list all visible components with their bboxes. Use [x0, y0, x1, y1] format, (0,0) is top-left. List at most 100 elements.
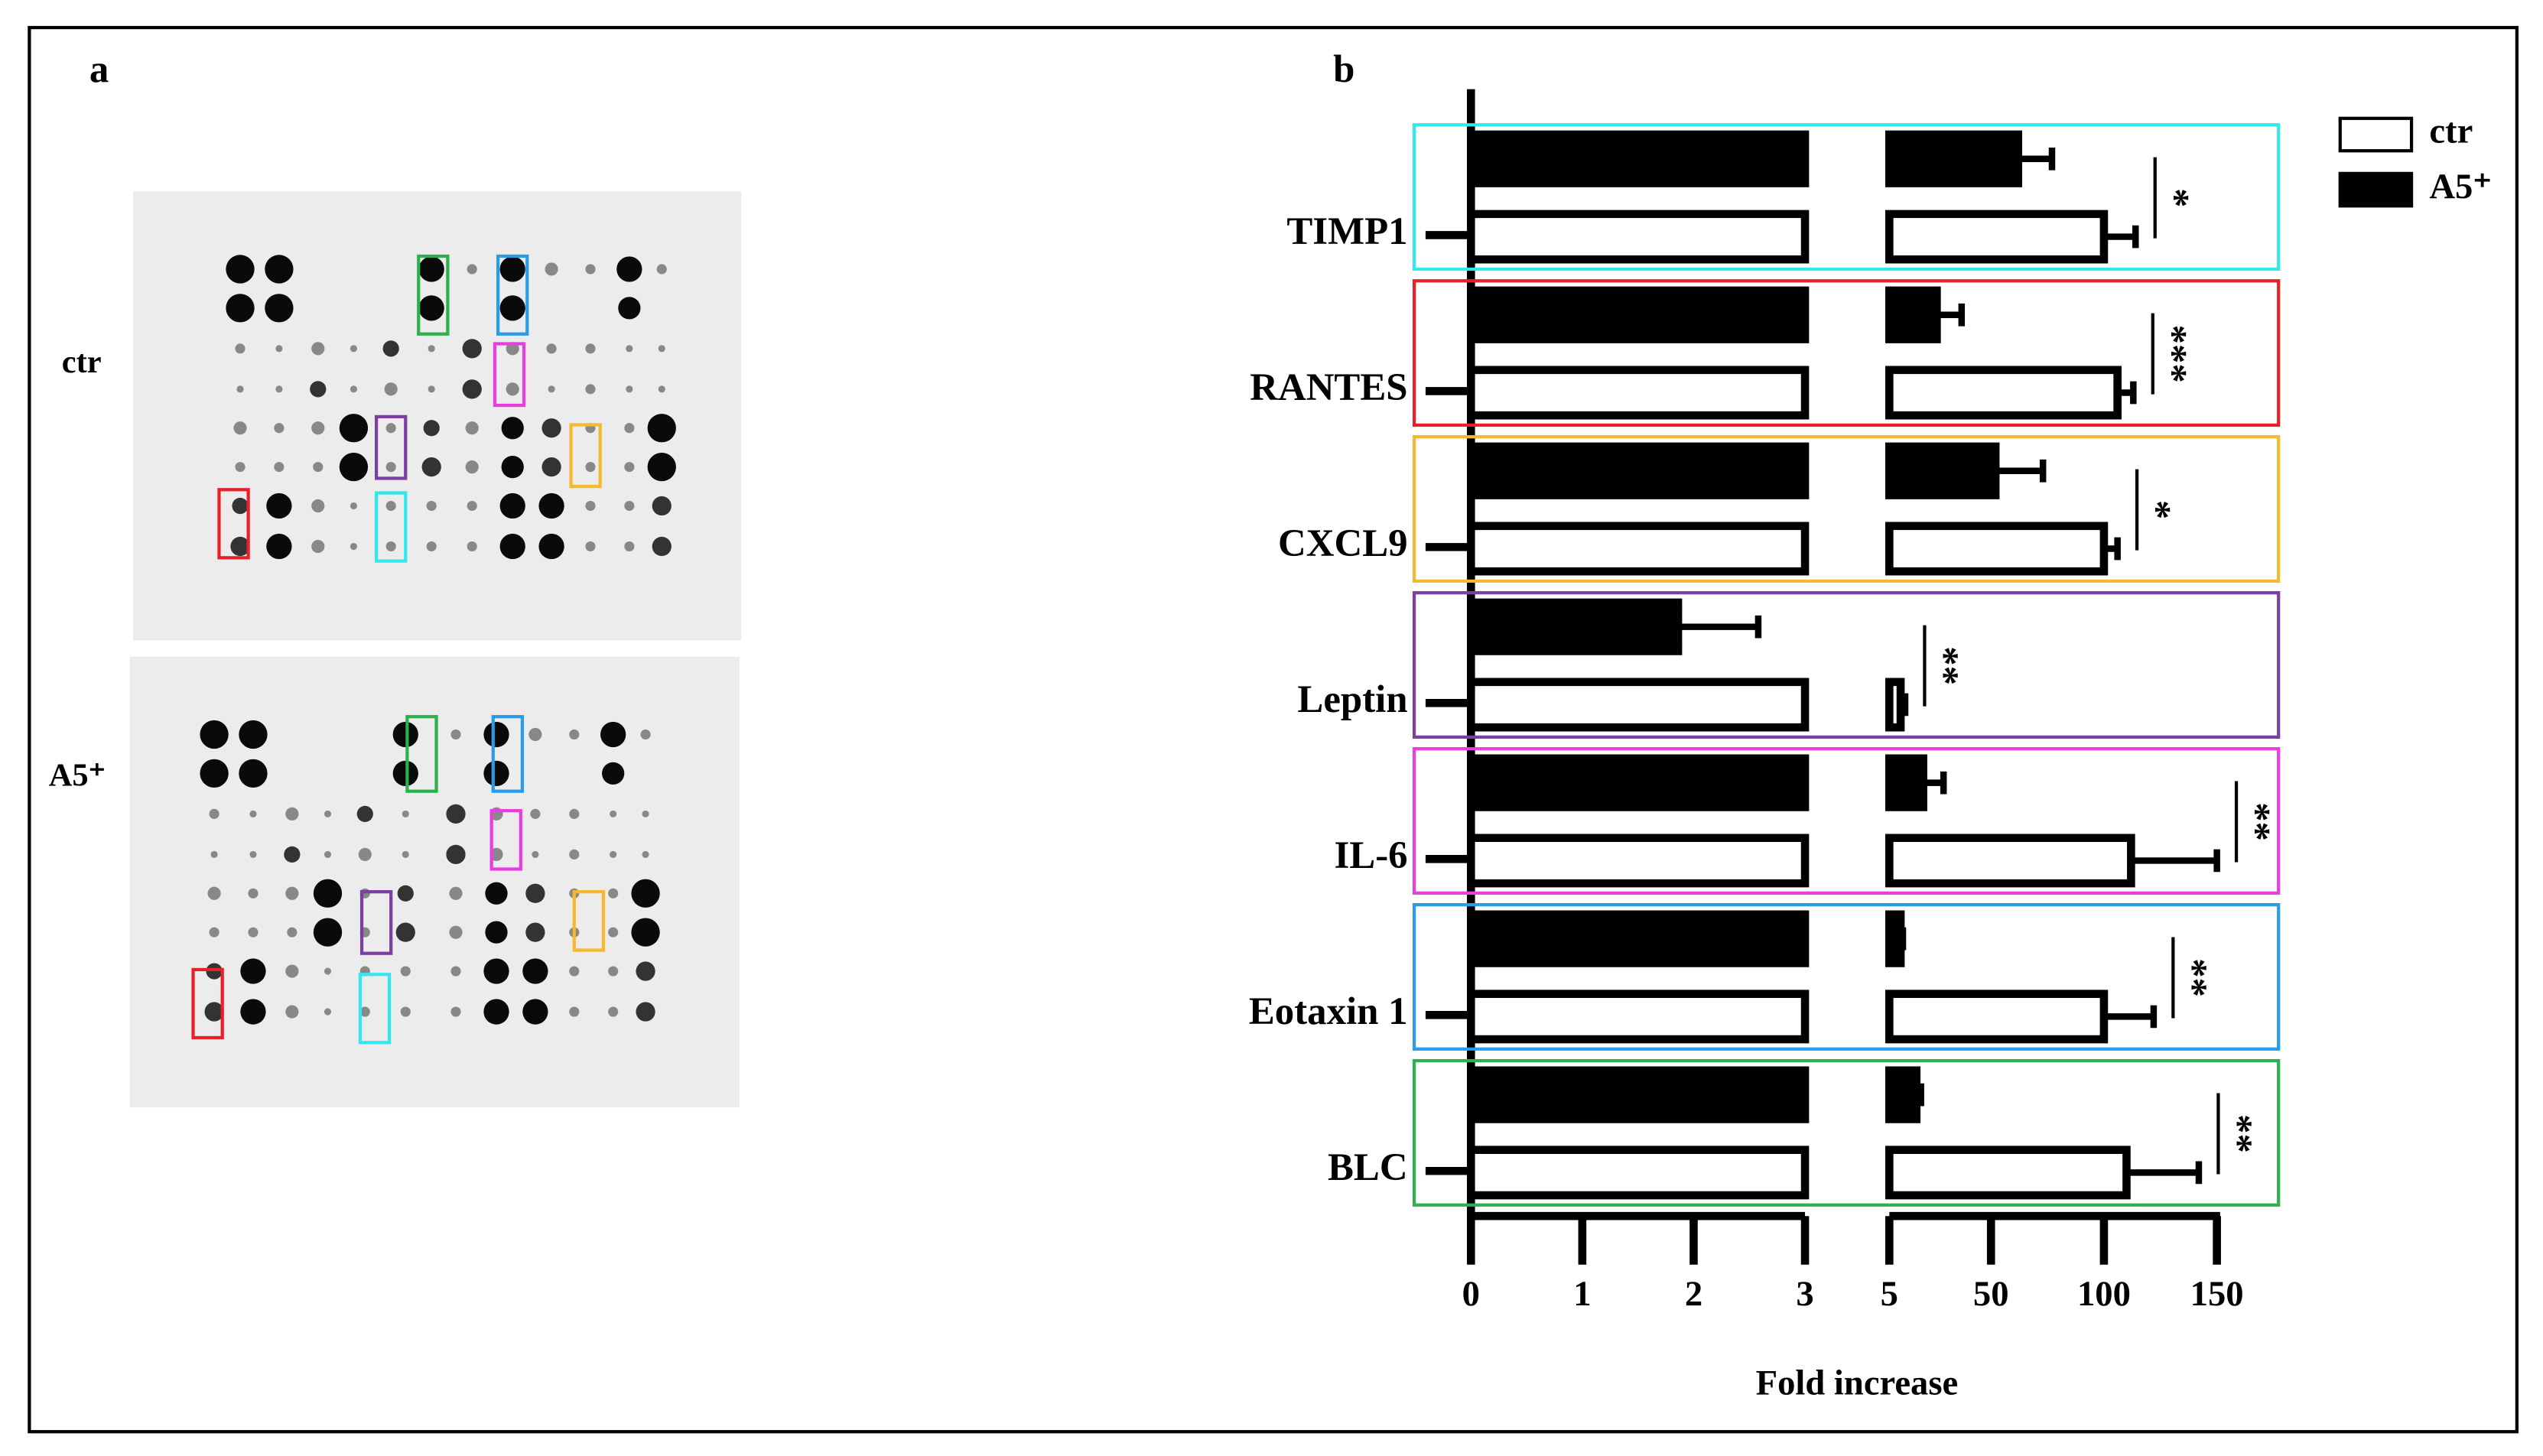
error-bar [1995, 459, 2047, 483]
bar [1466, 522, 2109, 576]
x-tick-label: 50 [1973, 1274, 2009, 1314]
spot [642, 810, 649, 817]
bar [1466, 442, 2000, 499]
bar [1466, 286, 1941, 343]
category-box [1412, 435, 2281, 583]
spot [652, 536, 672, 557]
spot [235, 462, 246, 473]
spot [499, 295, 525, 321]
spot [395, 922, 415, 942]
y-tick-label: Eotaxin 1 [1249, 990, 1408, 1033]
spot [350, 502, 357, 510]
legend-swatch [2338, 171, 2414, 208]
x-axis-label: Fold increase [1756, 1363, 1959, 1403]
spot [610, 810, 617, 817]
spot [311, 499, 325, 513]
x-tick-label: 1 [1573, 1274, 1591, 1314]
category-box [1412, 1058, 2281, 1207]
spot [569, 729, 580, 740]
spot [525, 883, 545, 903]
spot [200, 720, 229, 749]
spot [624, 541, 635, 552]
error-bar [1899, 927, 1907, 951]
significance: * [2153, 188, 2196, 207]
y-tick-label: CXCL9 [1278, 522, 1408, 565]
significance: * [2135, 500, 2178, 519]
spot [483, 958, 509, 984]
spot [226, 294, 255, 323]
error-bar [1678, 615, 1762, 639]
spot [585, 343, 596, 354]
spot [656, 264, 667, 275]
spot [608, 1006, 619, 1017]
error-bar [2131, 849, 2220, 873]
spot [421, 457, 441, 477]
x-tick-label: 3 [1796, 1274, 1813, 1314]
category-box [1412, 591, 2281, 739]
spot [522, 999, 548, 1025]
spot [545, 262, 558, 276]
spot [626, 385, 633, 393]
spot [285, 886, 299, 900]
spot [626, 345, 633, 353]
spot [324, 810, 332, 817]
spot [428, 345, 435, 353]
bar [1466, 678, 1905, 732]
spot [450, 729, 461, 740]
spot [647, 414, 676, 443]
spot [324, 967, 332, 975]
legend-swatch [2338, 116, 2414, 153]
spot [274, 423, 285, 434]
error-bar [1923, 771, 1947, 795]
spot [266, 533, 292, 560]
spot [310, 381, 327, 398]
spot [467, 500, 477, 512]
category-box [1412, 279, 2281, 427]
frame [28, 25, 2519, 1434]
spot [467, 541, 477, 552]
spot [233, 421, 247, 435]
row-label: A5⁺ [49, 757, 106, 793]
spot [350, 345, 357, 353]
spot [385, 423, 396, 434]
spot [618, 297, 641, 320]
spot [285, 807, 299, 821]
spot [465, 460, 479, 474]
spot [624, 500, 635, 512]
spot [207, 886, 221, 900]
error-bar [2103, 225, 2139, 249]
x-tick-label: 0 [1462, 1274, 1480, 1314]
spot [506, 382, 519, 396]
spot [483, 999, 509, 1025]
spot [449, 886, 463, 900]
spot [313, 462, 324, 473]
spot [248, 888, 259, 899]
bar [1466, 598, 1683, 655]
spot [210, 850, 218, 858]
blot-boxes [191, 254, 606, 1045]
spot [585, 500, 596, 512]
spot [249, 810, 257, 817]
x-tick-label: 100 [2077, 1274, 2131, 1314]
spot [608, 927, 619, 938]
spot [265, 294, 294, 323]
bar [1466, 990, 2109, 1044]
plot: 0 1 2 3 5 50 100 150 TIMP1 * RANTES *** CXCL9 * Leptin… [1249, 89, 2492, 1314]
spot [541, 418, 561, 438]
spot [652, 496, 672, 516]
spot [285, 964, 299, 978]
spot [311, 342, 325, 356]
spot [287, 927, 298, 938]
spot [275, 345, 283, 353]
error-bar [1937, 303, 1966, 327]
spot [658, 345, 665, 353]
error-bar [2103, 1005, 2158, 1029]
spot [636, 1002, 655, 1022]
spot [548, 385, 555, 393]
spot [311, 539, 325, 554]
spot [450, 1006, 461, 1017]
bar [1466, 834, 2135, 888]
spot [624, 462, 635, 473]
y-tick-label: RANTES [1250, 366, 1407, 409]
spot [538, 492, 564, 519]
